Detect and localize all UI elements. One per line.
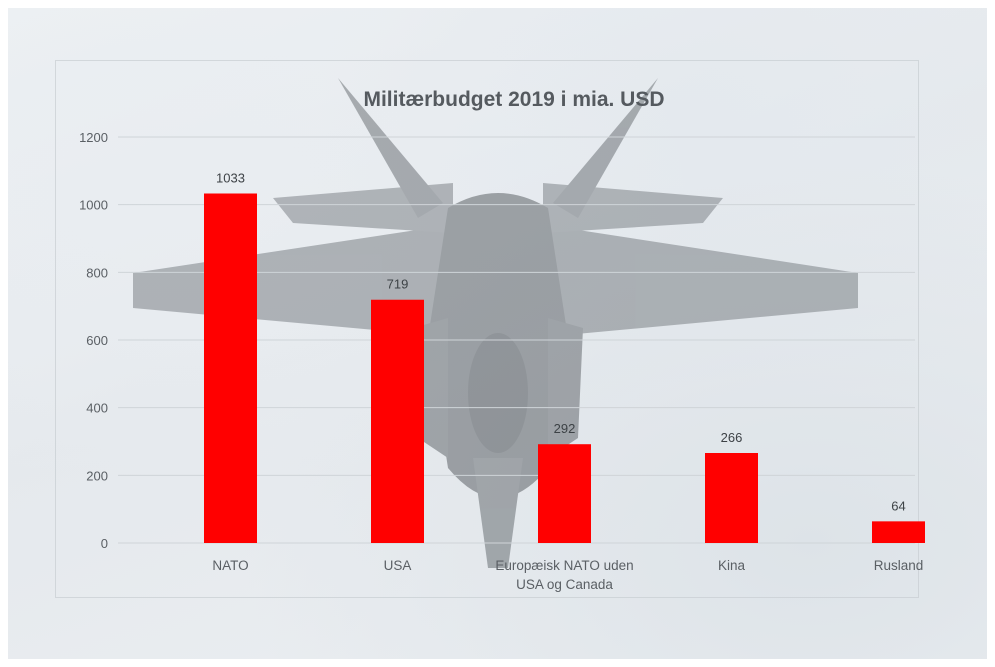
- x-category-label: USA: [384, 558, 412, 573]
- y-tick-label: 0: [101, 536, 108, 551]
- chart-background: [8, 8, 987, 659]
- plot-area-frame: [55, 60, 919, 598]
- data-label: 1033: [216, 171, 245, 186]
- data-labels: 1033 719 292 266 64: [216, 171, 906, 514]
- x-category-label: Kina: [718, 558, 746, 573]
- x-category-label: USA og Canada: [516, 577, 613, 592]
- y-tick-label: 600: [86, 333, 108, 348]
- x-category-label: Rusland: [874, 558, 924, 573]
- y-tick-label: 800: [86, 265, 108, 280]
- bar-3: [705, 453, 758, 543]
- y-tick-label: 1000: [79, 198, 108, 213]
- chart-title: Militærbudget 2019 i mia. USD: [363, 88, 664, 111]
- bar-0: [204, 193, 257, 544]
- x-axis-categories: NATO USA Europæisk NATO uden USA og Canada K…: [212, 558, 923, 592]
- data-label: 292: [554, 421, 576, 436]
- bars: [204, 193, 925, 544]
- y-tick-label: 200: [86, 468, 108, 483]
- data-label: 266: [721, 430, 743, 445]
- bar-2: [538, 444, 591, 543]
- y-axis-ticks: 0 200 400 600 800 1000 1200: [79, 130, 108, 551]
- x-category-label: NATO: [212, 558, 248, 573]
- data-label: 64: [891, 498, 905, 513]
- y-tick-label: 1200: [79, 130, 108, 145]
- x-category-label: Europæisk NATO uden: [495, 558, 633, 573]
- bar-1: [371, 299, 424, 543]
- bar-4: [872, 521, 925, 543]
- data-label: 719: [387, 277, 409, 292]
- y-tick-label: 400: [86, 401, 108, 416]
